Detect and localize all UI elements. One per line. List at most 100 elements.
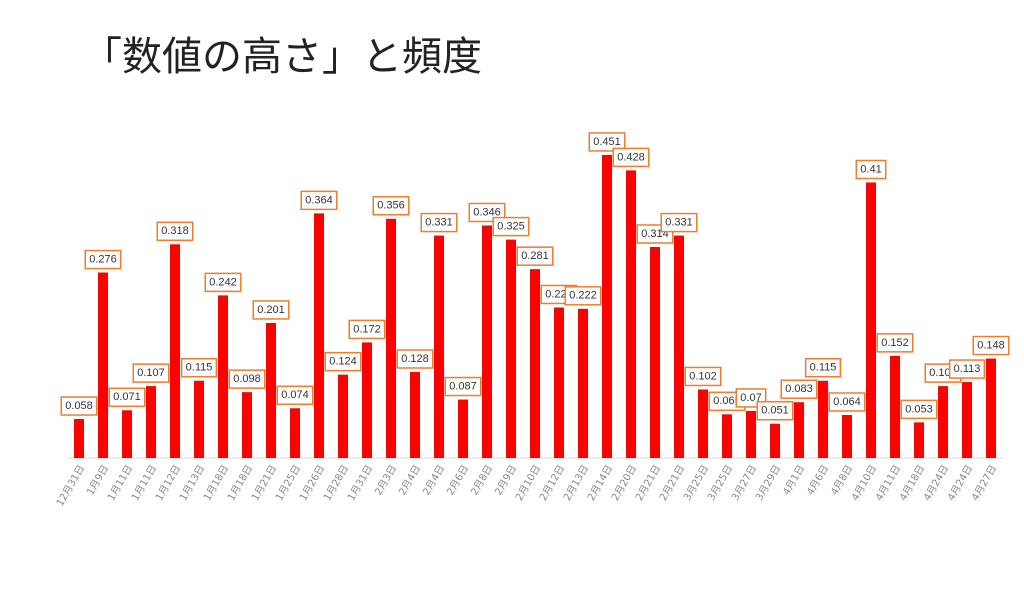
- data-label-box: [828, 392, 866, 412]
- data-label: 0.113: [948, 359, 986, 379]
- data-label-box: [84, 249, 122, 270]
- data-label-text: 0.098: [233, 373, 261, 385]
- data-label-box: [372, 196, 410, 216]
- x-tick-label: 2月4日: [396, 463, 423, 497]
- data-label-text: 0.102: [689, 370, 717, 382]
- bar: [242, 392, 252, 458]
- data-label-text: 0.331: [665, 216, 693, 228]
- data-label-box: [204, 272, 242, 293]
- data-label-box: [180, 357, 218, 378]
- bar: [266, 322, 276, 458]
- bar: [410, 371, 420, 458]
- data-label-text: 0.325: [497, 221, 525, 233]
- data-label-text: 0.071: [113, 391, 141, 403]
- bar: [938, 386, 948, 458]
- data-label-text: 0.152: [881, 337, 909, 349]
- data-label-box: [756, 400, 794, 421]
- data-label: 0.087: [444, 376, 482, 397]
- data-label: 0.124: [324, 351, 362, 372]
- bar: [794, 402, 804, 458]
- data-label: 0.281: [516, 246, 554, 266]
- data-label-box: [855, 159, 887, 180]
- bar: [74, 419, 84, 458]
- bar: [386, 218, 396, 458]
- data-label: 0.098: [228, 369, 266, 389]
- data-label-text: 0.087: [449, 380, 477, 392]
- bar: [122, 410, 132, 458]
- x-tick-label: 4月1日: [780, 463, 807, 497]
- data-label: 0.41: [855, 159, 887, 180]
- data-label-box: [156, 221, 194, 242]
- data-label-box: [228, 369, 266, 389]
- bar: [218, 295, 228, 458]
- bar: [554, 307, 564, 458]
- bar: [530, 269, 540, 458]
- data-label-box: [444, 376, 482, 397]
- data-label-box: [876, 333, 914, 353]
- data-label-box: [588, 132, 626, 152]
- bar: [314, 213, 324, 458]
- bar: [434, 235, 444, 458]
- data-label-box: [108, 387, 146, 408]
- data-label-box: [348, 319, 386, 340]
- bar: [818, 380, 828, 458]
- data-label: 0.325: [492, 216, 530, 237]
- bar: [866, 182, 876, 459]
- bar: [602, 154, 612, 459]
- bar: [170, 244, 180, 458]
- bar: [458, 399, 468, 458]
- data-label-box: [780, 379, 818, 399]
- x-tick-label: 1月9日: [84, 463, 111, 497]
- data-label: 0.102: [684, 366, 722, 387]
- data-label-text: 0.276: [89, 253, 117, 265]
- data-label-box: [900, 399, 938, 420]
- data-label: 0.242: [204, 272, 242, 293]
- data-label-box: [60, 396, 98, 416]
- data-label: 0.051: [756, 400, 794, 421]
- data-label-box: [396, 349, 434, 369]
- data-label-text: 0.148: [977, 339, 1005, 351]
- bar: [890, 355, 900, 458]
- data-label-text: 0.115: [186, 362, 213, 374]
- data-label-text: 0.41: [860, 163, 881, 175]
- data-label-text: 0.053: [905, 403, 933, 415]
- data-label-text: 0.074: [281, 389, 309, 401]
- data-label-text: 0.242: [209, 276, 237, 288]
- data-label-text: 0.451: [593, 136, 621, 148]
- data-label-text: 0.356: [377, 200, 405, 212]
- bar: [914, 422, 924, 458]
- data-label-text: 0.201: [257, 304, 285, 316]
- data-label-box: [684, 366, 722, 387]
- data-label-box: [420, 212, 458, 233]
- data-label-text: 0.051: [761, 405, 789, 417]
- data-label-text: 0.222: [569, 290, 597, 302]
- data-label-text: 0.281: [521, 250, 549, 262]
- data-label: 0.331: [420, 212, 458, 233]
- x-tick-label: 12月31日: [54, 463, 87, 508]
- data-label: 0.064: [828, 392, 866, 412]
- data-label: 0.074: [276, 385, 314, 406]
- data-label-text: 0.428: [617, 151, 645, 163]
- bar: [626, 170, 636, 458]
- bar: [194, 380, 204, 458]
- x-tick-label: 2月3日: [372, 463, 399, 497]
- data-label-text: 0.083: [785, 383, 813, 395]
- data-label: 0.172: [348, 319, 386, 340]
- data-label-text: 0.064: [833, 396, 861, 408]
- data-label-text: 0.346: [473, 206, 501, 218]
- data-label-text: 0.364: [305, 194, 333, 206]
- bar: [722, 414, 732, 458]
- data-label-text: 0.128: [401, 353, 429, 365]
- bar: [650, 246, 660, 458]
- data-label: 0.128: [396, 349, 434, 369]
- bar: [842, 414, 852, 458]
- data-label-box: [516, 246, 554, 266]
- data-label: 0.107: [132, 363, 170, 383]
- data-label: 0.071: [108, 387, 146, 408]
- data-label: 0.331: [660, 212, 698, 233]
- data-label-box: [612, 147, 650, 168]
- bar: [770, 423, 780, 458]
- data-label-box: [132, 363, 170, 383]
- data-label-text: 0.172: [353, 323, 381, 335]
- data-label: 0.152: [876, 333, 914, 353]
